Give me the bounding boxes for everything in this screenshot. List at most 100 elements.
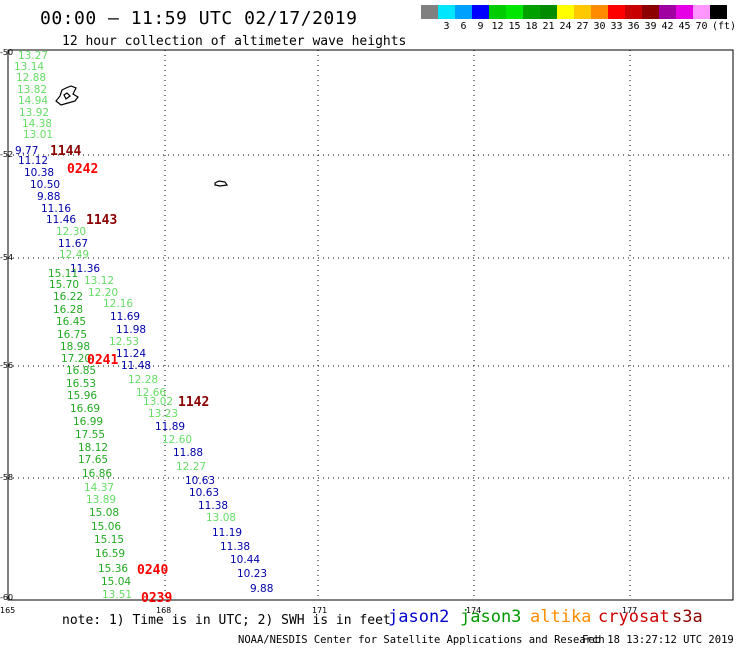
wave-height-value: 11.16 — [41, 203, 71, 215]
wave-height-value: 11.88 — [173, 447, 203, 459]
wave-height-value: 15.96 — [67, 390, 97, 402]
wave-height-value: 13.12 — [84, 275, 114, 287]
wave-height-value: 14.94 — [18, 95, 48, 107]
color-scale-cell — [421, 5, 438, 32]
color-swatch — [591, 5, 608, 19]
wave-height-value: 11.38 — [220, 541, 250, 553]
latitude-label: -58 — [0, 473, 13, 482]
island-outline — [55, 85, 79, 106]
latitude-label: -54 — [0, 253, 13, 262]
legend-entry-jason2: jason2 — [388, 607, 450, 627]
wave-height-value: 12.16 — [103, 298, 133, 310]
wave-height-value: 9.77 — [15, 145, 38, 157]
pass-time-label: 1142 — [178, 395, 209, 410]
longitude-label: 174 — [466, 606, 481, 615]
color-swatch — [710, 5, 727, 19]
wave-height-value: 12.53 — [109, 336, 139, 348]
legend-entry-altika: altika — [530, 607, 592, 627]
wave-height-value: 11.24 — [116, 348, 146, 360]
color-swatch — [540, 5, 557, 19]
color-scale-cell: 12 — [489, 5, 506, 32]
wave-height-value: 11.48 — [121, 360, 151, 372]
map-frame — [7, 49, 734, 601]
wave-height-value: 16.45 — [56, 316, 86, 328]
color-scale-label: 30 — [593, 21, 606, 32]
color-scale-cell: 27 — [574, 5, 591, 32]
legend-entry-jason3: jason3 — [460, 607, 522, 627]
color-scale-cell: 6 — [455, 5, 472, 32]
color-scale-cell: 45 — [676, 5, 693, 32]
wave-height-value: 13.82 — [17, 84, 47, 96]
wave-height-value: 10.63 — [185, 475, 215, 487]
wave-height-value: 14.37 — [84, 482, 114, 494]
wave-height-value: 12.60 — [162, 434, 192, 446]
wave-height-value: 13.02 — [143, 396, 173, 408]
wave-height-value: 13.92 — [19, 107, 49, 119]
color-scale: 3 6 9 12 15 18 21 24 27 30 33 36 39 42 45 70 — [421, 5, 727, 32]
color-swatch — [625, 5, 642, 19]
color-scale-label: 45 — [678, 21, 691, 32]
longitude-label: 177 — [622, 606, 637, 615]
color-swatch — [421, 5, 438, 19]
wave-height-value: 15.08 — [89, 507, 119, 519]
color-scale-cell: 33 — [608, 5, 625, 32]
color-scale-cell: 18 — [523, 5, 540, 32]
wave-height-value: 13.23 — [148, 408, 178, 420]
wave-height-value: 12.88 — [16, 72, 46, 84]
wave-height-value: 15.11 — [48, 268, 78, 280]
wave-height-value: 9.88 — [250, 583, 273, 595]
wave-height-value: 16.75 — [57, 329, 87, 341]
wave-height-value: 12.27 — [176, 461, 206, 473]
color-scale-label: 42 — [661, 21, 674, 32]
page-title: 00:00 – 11:59 UTC 02/17/2019 — [40, 8, 358, 29]
color-scale-label: 3 — [443, 21, 450, 32]
color-scale-cell: 24 — [557, 5, 574, 32]
color-scale-label: 39 — [644, 21, 657, 32]
map-grid — [8, 50, 733, 600]
wave-height-value: 15.15 — [94, 534, 124, 546]
color-swatch — [557, 5, 574, 19]
color-scale-label: 21 — [542, 21, 555, 32]
color-swatch — [642, 5, 659, 19]
wave-height-value: 15.36 — [98, 563, 128, 575]
wave-height-value: 16.69 — [70, 403, 100, 415]
color-scale-cell: 42 — [659, 5, 676, 32]
wave-height-value: 12.66 — [136, 387, 166, 399]
legend-entry-s3a: s3a — [672, 607, 703, 627]
wave-height-value: 17.20 — [61, 353, 91, 365]
latitude-label: -60 — [0, 593, 13, 602]
wave-height-value: 15.70 — [49, 279, 79, 291]
wave-height-value: 11.38 — [198, 500, 228, 512]
wave-height-value: 16.59 — [95, 548, 125, 560]
wave-height-value: 13.89 — [86, 494, 116, 506]
pass-time-label: 0240 — [137, 563, 168, 578]
color-scale-cell: 9 — [472, 5, 489, 32]
color-swatch — [438, 5, 455, 19]
map-axis-labels: -50 -52 -54 -56 -58 -60 165 168 171 174 177 — [0, 48, 637, 615]
color-scale-unit: (ft) — [712, 21, 737, 32]
wave-height-value: 11.98 — [116, 324, 146, 336]
island-outline — [214, 180, 229, 187]
color-scale-label: 6 — [460, 21, 467, 32]
color-swatch — [455, 5, 472, 19]
wave-height-value: 11.67 — [58, 238, 88, 250]
longitude-label: 165 — [0, 606, 15, 615]
wave-height-value: 17.65 — [78, 454, 108, 466]
color-scale-label: 36 — [627, 21, 640, 32]
wave-height-labels: 13.2713.1412.8813.8214.9413.9214.3813.01… — [14, 50, 273, 601]
pass-time-label: 0241 — [87, 353, 118, 368]
wave-height-value: 16.99 — [73, 416, 103, 428]
color-scale-label: 33 — [610, 21, 623, 32]
wave-height-value: 16.85 — [66, 365, 96, 377]
wave-height-value: 10.44 — [230, 554, 260, 566]
wave-height-value: 12.20 — [88, 287, 118, 299]
wave-height-value: 11.89 — [155, 421, 185, 433]
wave-height-value: 15.06 — [91, 521, 121, 533]
pass-time-label: 1144 — [50, 144, 81, 159]
color-swatch — [506, 5, 523, 19]
pass-time-labels: 1144 0242 1143 0241 1142 0240 0239 — [50, 144, 209, 606]
wave-height-value: 13.27 — [18, 50, 48, 62]
wave-height-value: 10.63 — [189, 487, 219, 499]
color-swatch — [489, 5, 506, 19]
